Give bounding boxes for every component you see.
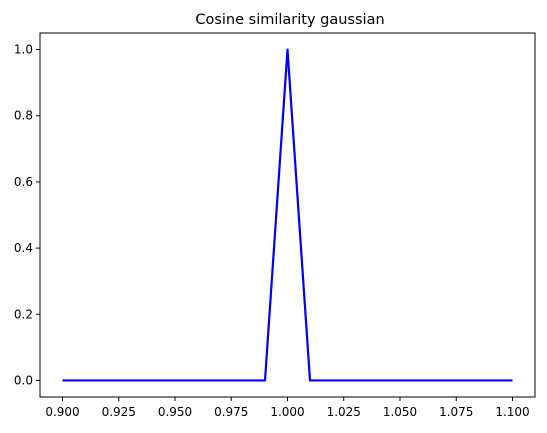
y-tick-label: 0.0 [14, 373, 33, 387]
axes-frame [39, 32, 536, 398]
x-tick-label: 1.050 [383, 405, 417, 419]
series-line-0 [62, 48, 513, 382]
y-tick-label: 0.2 [14, 307, 33, 321]
x-tick-label: 1.025 [327, 405, 361, 419]
chart-title: Cosine similarity gaussian [195, 12, 384, 28]
y-tick-label: 1.0 [14, 43, 33, 57]
plot-area [62, 48, 513, 382]
x-axis: 0.900 0.925 0.950 0.975 1.000 1.025 1.050 1.075… [45, 397, 530, 419]
x-tick-label: 1.000 [270, 405, 304, 419]
x-tick-label: 1.075 [439, 405, 473, 419]
x-tick-label: 0.925 [102, 405, 136, 419]
y-axis: 0.0 0.2 0.4 0.6 0.8 1.0 [14, 43, 40, 387]
y-tick-label: 0.6 [14, 175, 33, 189]
y-tick-label: 0.8 [14, 109, 33, 123]
y-tick-label: 0.4 [14, 241, 33, 255]
x-tick-label: 0.900 [45, 405, 79, 419]
x-tick-label: 0.950 [158, 405, 192, 419]
x-tick-label: 0.975 [214, 405, 248, 419]
x-tick-label: 1.100 [495, 405, 529, 419]
